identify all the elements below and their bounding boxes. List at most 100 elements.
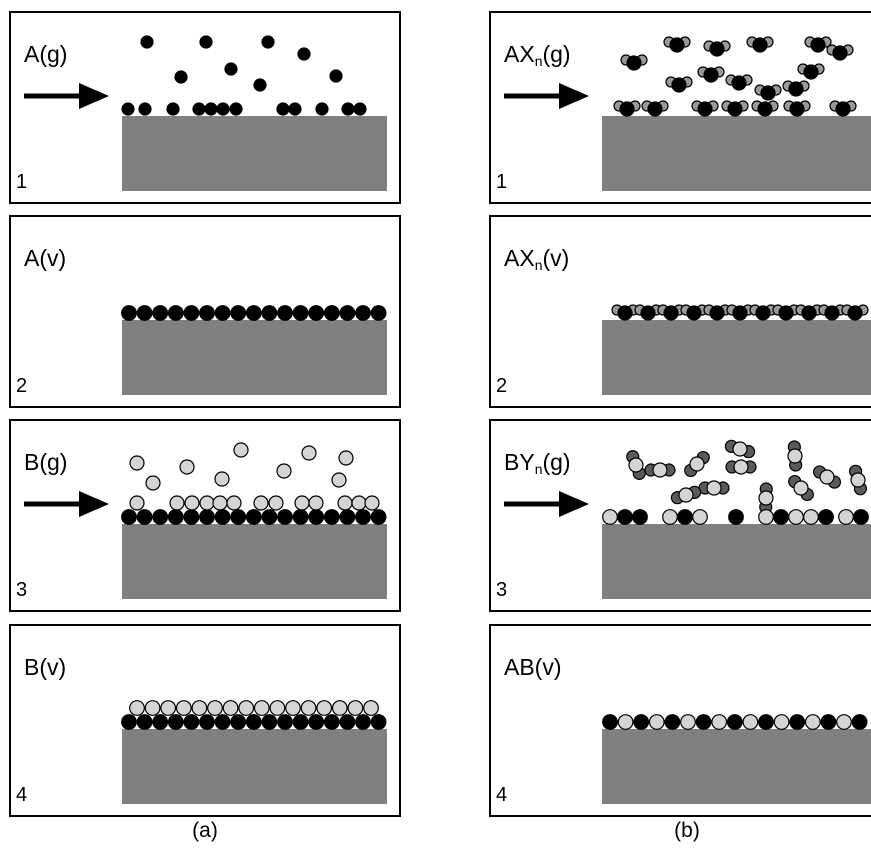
label-end: (v) [542, 245, 569, 271]
atom [277, 305, 293, 321]
label-sub: n [535, 53, 543, 69]
atom [835, 101, 851, 117]
atom [233, 442, 249, 458]
atom [199, 714, 215, 730]
atom [355, 305, 371, 321]
atom [677, 509, 693, 525]
atom [711, 714, 728, 730]
atom [709, 41, 725, 57]
atom [253, 495, 269, 511]
atom [229, 102, 243, 116]
atom [640, 305, 656, 321]
panel-frame [489, 419, 871, 612]
atom [292, 305, 309, 321]
label-base: AX [504, 41, 535, 67]
atom [727, 101, 743, 117]
atom [847, 305, 863, 321]
atom [788, 81, 804, 97]
atom [136, 509, 153, 525]
atom [647, 101, 663, 117]
atom [686, 305, 702, 321]
atom [214, 509, 231, 525]
step-number: 1 [496, 171, 507, 193]
panel-frame [9, 11, 401, 204]
atom [692, 509, 708, 525]
atom [619, 101, 635, 117]
atom [732, 441, 748, 457]
atom [184, 495, 200, 511]
substrate [122, 524, 387, 599]
step-number: 2 [16, 375, 27, 397]
substrate [602, 729, 871, 804]
atom [793, 480, 809, 496]
atom [277, 509, 293, 525]
atom [801, 305, 817, 321]
atom [191, 700, 208, 716]
atom [152, 714, 169, 730]
step-label: A(v) [24, 245, 66, 271]
atom [222, 700, 239, 716]
atom [121, 714, 137, 730]
atom [370, 509, 387, 525]
atom [731, 75, 747, 91]
atom [174, 70, 188, 84]
atom [245, 305, 262, 321]
step-label: BYn(g) [504, 449, 571, 477]
label-end: (g) [542, 41, 570, 67]
atom [351, 495, 367, 511]
atom [323, 305, 340, 321]
step-label: AXn(v) [504, 245, 569, 273]
atom [331, 472, 347, 488]
atom [652, 462, 668, 478]
atom [732, 305, 748, 321]
atom [166, 102, 180, 116]
atom [773, 714, 790, 730]
atom [136, 305, 153, 321]
atom [152, 305, 169, 321]
atom [788, 509, 804, 525]
atom [230, 509, 247, 525]
atom [308, 509, 325, 525]
atom [179, 459, 195, 475]
atom [820, 714, 837, 730]
step-number: 4 [496, 784, 507, 806]
atom [167, 509, 184, 525]
substrate [602, 116, 871, 191]
atom [214, 305, 231, 321]
atom [339, 714, 356, 730]
atom [370, 714, 387, 730]
atom [758, 714, 774, 730]
atom [167, 305, 184, 321]
atom [224, 62, 238, 76]
atom [152, 509, 169, 525]
atom [803, 509, 819, 525]
atom [689, 456, 705, 472]
atom [353, 102, 367, 116]
atom [277, 714, 293, 730]
arrow-head [79, 491, 109, 517]
atom [337, 495, 353, 511]
atom [160, 700, 177, 716]
atom [138, 102, 152, 116]
step-number: 1 [16, 171, 27, 193]
atom [758, 490, 774, 506]
atom [261, 35, 275, 49]
label-base: AX [504, 245, 535, 271]
atom [276, 102, 290, 116]
atom [832, 45, 848, 61]
atom [787, 448, 803, 464]
substrate [122, 729, 387, 804]
atom [663, 305, 679, 321]
atom [253, 78, 267, 92]
atom [803, 64, 819, 80]
step-number: 2 [496, 375, 507, 397]
atom [819, 469, 835, 485]
atom [216, 102, 230, 116]
atom [850, 472, 866, 488]
atom [204, 102, 218, 116]
atom [226, 495, 242, 511]
atom [602, 714, 618, 730]
atom [726, 714, 743, 730]
atom [212, 495, 228, 511]
atom [276, 463, 292, 479]
